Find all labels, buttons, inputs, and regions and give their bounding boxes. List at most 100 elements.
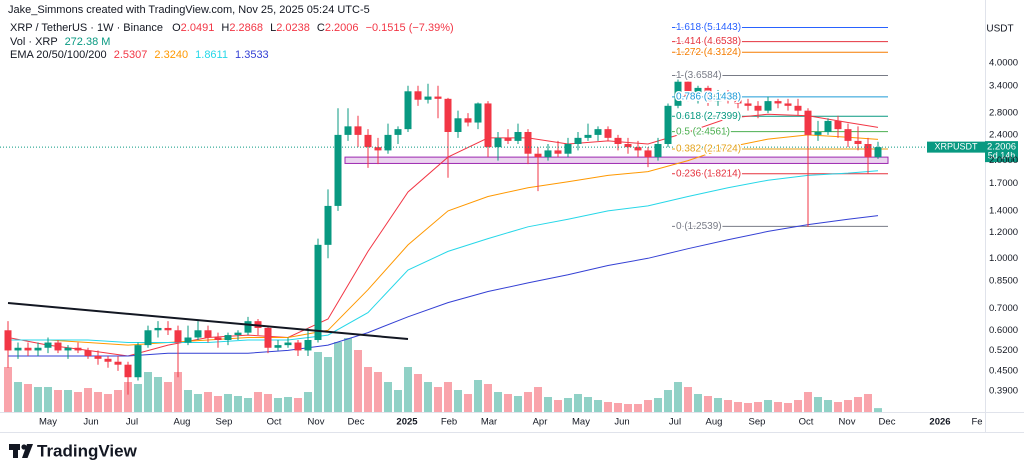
symbol-legend: XRP / TetherUS · 1W · Binance O2.0491 H2… [10, 22, 454, 34]
volume-bar [764, 400, 772, 412]
y-tick-label: 0.6000 [989, 325, 1018, 336]
volume-bar [614, 403, 622, 412]
ohlc-letter: H [221, 22, 229, 34]
candle-body [544, 150, 552, 158]
candle-body [524, 131, 532, 154]
volume-bar [234, 396, 242, 412]
trendline [7, 302, 409, 340]
y-tick-label: 0.5200 [989, 345, 1018, 356]
volume-bar [74, 392, 82, 412]
candle-body [184, 337, 192, 343]
candle-body [494, 137, 502, 148]
candle-body [664, 105, 672, 144]
fib-label: 0.236 (1.8214) [676, 168, 741, 179]
candle-body [794, 105, 802, 111]
volume-bar [64, 390, 72, 412]
fib-label: 0.618 (2.7399) [676, 111, 741, 122]
candle-body [84, 350, 92, 356]
volume-bar [14, 382, 22, 412]
volume-bar [494, 392, 502, 412]
candle-body [324, 205, 332, 245]
symbol: XRP / TetherUS · 1W · Binance [10, 22, 163, 34]
currency: USDT [986, 24, 1013, 35]
candle-body [854, 140, 862, 144]
volume-bar [744, 403, 752, 412]
plot-area [0, 26, 985, 412]
x-tick-label: Jun [614, 417, 629, 428]
candle-body [584, 134, 592, 138]
volume-bar [244, 398, 252, 412]
volume-bar [484, 384, 492, 412]
x-tick-label: 2025 [396, 417, 418, 428]
x-tick-label: Mar [481, 417, 497, 428]
volume-bar [374, 372, 382, 412]
volume-bar [224, 394, 232, 412]
volume-bar [284, 397, 292, 412]
candle-body [704, 87, 712, 102]
candle-body [454, 118, 462, 132]
volume-bar [194, 394, 202, 412]
volume-bar [584, 397, 592, 412]
candle-body [744, 103, 752, 106]
candle-body [424, 96, 432, 100]
logo-part [22, 444, 33, 458]
candle-body [834, 120, 842, 130]
y-tick-label: 1.4000 [989, 205, 1018, 216]
volume-bar [634, 404, 642, 412]
volume-bar [344, 338, 352, 412]
candle-body [514, 131, 522, 141]
volume-bar [854, 397, 862, 412]
ema-value: 1.8611 [195, 49, 228, 61]
candle-body [124, 364, 132, 378]
y-tick-label: 1.0000 [989, 253, 1018, 264]
volume-bar [184, 390, 192, 412]
candle-body [294, 342, 302, 351]
candle-body [624, 143, 632, 148]
ema-value: 2.5307 [114, 49, 148, 61]
candle-body [334, 134, 342, 206]
candle-body [724, 94, 732, 99]
candle-body [34, 347, 42, 351]
volume-bar [364, 367, 372, 412]
candle-body [484, 103, 492, 148]
volume-legend: Vol · XRP 272.38 M [10, 36, 110, 48]
ohlc-value: 2.0238 [276, 22, 310, 34]
volume-bar [874, 408, 882, 412]
volume-bar [354, 350, 362, 412]
y-tick-label: 2.0000 [989, 155, 1018, 166]
candle-body [764, 101, 772, 111]
candle-body [284, 342, 292, 346]
candle-body [574, 137, 582, 144]
x-tick-label: Nov [839, 417, 856, 428]
candle-body [554, 150, 562, 154]
ohlc-value: 2.2868 [229, 22, 263, 34]
volume-bar [834, 402, 842, 412]
candle-body [264, 327, 272, 348]
x-tick-label: Oct [267, 417, 282, 428]
y-tick-label: 4.0000 [989, 57, 1018, 68]
volume-bar [754, 402, 762, 412]
candle-body [534, 153, 542, 158]
x-tick-label: Dec [879, 417, 896, 428]
volume-bar [774, 402, 782, 412]
fib-label: 1.618 (5.1443) [676, 22, 741, 33]
candle-body [234, 332, 242, 336]
ema-line [8, 170, 879, 343]
candle-body [444, 98, 452, 132]
volume-bar [214, 396, 222, 412]
y-tick-label: 0.4500 [989, 365, 1018, 376]
volume-bar [714, 398, 722, 412]
ohlc-value: 2.2006 [325, 22, 359, 34]
volume-bar [274, 398, 282, 412]
candle-body [74, 347, 82, 351]
volume-bar [84, 388, 92, 412]
volume-bar [554, 400, 562, 412]
y-tick-label: 0.3900 [989, 386, 1018, 397]
candle-body [434, 96, 442, 99]
candle-body [504, 137, 512, 141]
countdown-tag: 5d 14h [988, 150, 1016, 160]
ema-line [8, 215, 879, 357]
x-tick-label: Jul [669, 417, 681, 428]
fib-label: 1.414 (4.6538) [676, 36, 741, 47]
candle-body [674, 81, 682, 106]
